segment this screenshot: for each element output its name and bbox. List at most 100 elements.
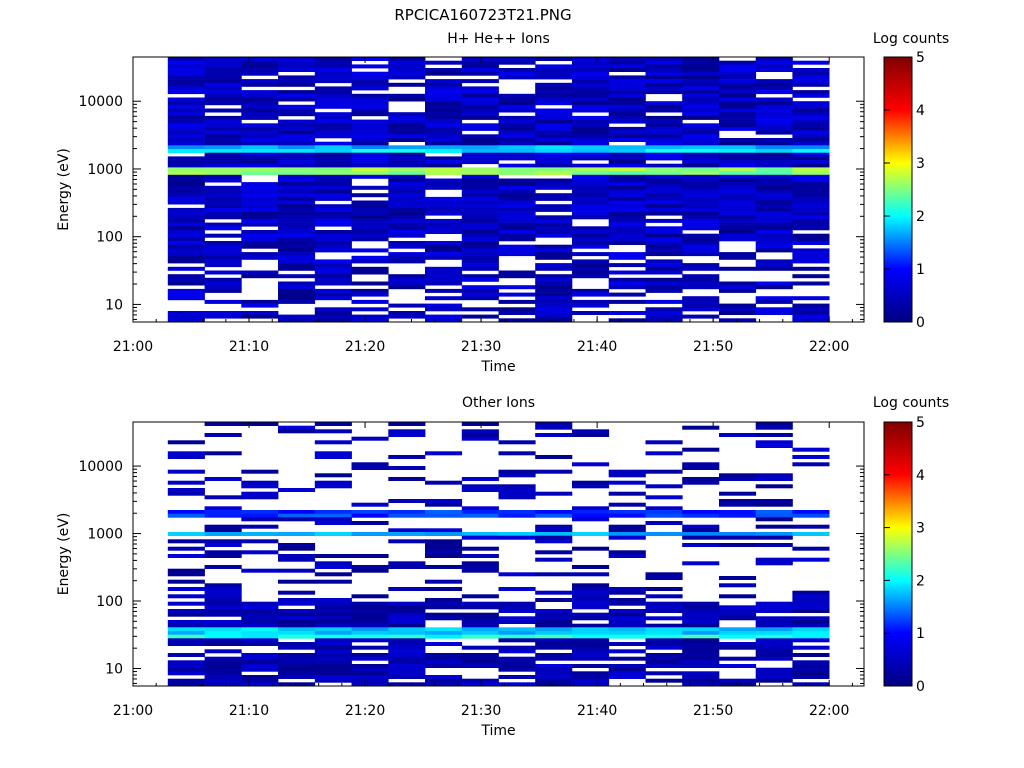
heatmap-cell	[204, 123, 242, 128]
heatmap-cell	[425, 90, 463, 95]
heatmap-cell	[535, 156, 573, 161]
heatmap-cell	[792, 196, 830, 201]
heatmap-cell	[645, 281, 683, 286]
heatmap-cell	[645, 178, 683, 183]
heatmap-cell	[682, 248, 720, 253]
heatmap-cell	[535, 90, 573, 95]
heatmap-cell	[498, 207, 536, 212]
heatmap-cell	[388, 123, 426, 128]
heatmap-cell	[792, 108, 830, 113]
heatmap-cell	[167, 513, 205, 518]
heatmap-cell	[645, 230, 683, 234]
heatmap-cell	[278, 200, 316, 205]
heatmap-cell	[314, 196, 352, 201]
heatmap-cell	[755, 215, 793, 220]
heatmap-cell	[645, 288, 683, 293]
heatmap-cell	[461, 263, 499, 268]
heatmap-cell	[498, 182, 536, 187]
heatmap-cell	[572, 311, 610, 315]
heatmap-cell	[535, 138, 573, 142]
heatmap-cell	[535, 222, 573, 227]
heatmap-cell	[388, 138, 426, 142]
heatmap-cell	[314, 145, 352, 150]
heatmap-cell	[719, 491, 757, 496]
heatmap-cell	[682, 281, 720, 286]
heatmap-cell	[682, 171, 720, 176]
heatmap-cell	[167, 82, 205, 87]
heatmap-cell	[461, 664, 499, 668]
heatmap-cell	[535, 539, 573, 544]
heatmap-cell	[278, 612, 316, 617]
heatmap-cell	[535, 93, 573, 98]
heatmap-cell	[608, 163, 646, 168]
heatmap-cell	[572, 616, 610, 621]
heatmap-cell	[682, 167, 720, 172]
heatmap-cell	[645, 638, 683, 643]
heatmap-cell	[314, 263, 352, 268]
heatmap-cell	[351, 119, 389, 124]
heatmap-cell	[167, 627, 205, 632]
heatmap-cell	[535, 126, 573, 131]
heatmap-cell	[535, 130, 573, 135]
heatmap-cell	[498, 68, 536, 72]
heatmap-cell	[535, 510, 573, 514]
heatmap-cell	[241, 667, 279, 672]
heatmap-cell	[278, 130, 316, 135]
heatmap-cell	[792, 101, 830, 106]
heatmap-cell	[572, 75, 610, 80]
heatmap-cell	[461, 79, 499, 84]
heatmap-cell	[682, 185, 720, 190]
heatmap-cell	[608, 513, 646, 518]
heatmap-cell	[535, 572, 573, 577]
heatmap-cell	[425, 244, 463, 249]
heatmap-cell	[535, 145, 573, 150]
heatmap-cell	[572, 119, 610, 124]
heatmap-cell	[425, 598, 463, 602]
heatmap-cell	[535, 71, 573, 76]
heatmap-cell	[682, 138, 720, 142]
heatmap-cell	[241, 631, 279, 635]
heatmap-cell	[167, 546, 205, 551]
heatmap-cell	[425, 554, 463, 558]
heatmap-cell	[792, 601, 830, 606]
heatmap-cell	[572, 587, 610, 591]
heatmap-cell	[278, 123, 316, 128]
heatmap-cell	[204, 612, 242, 617]
heatmap-cell	[388, 664, 426, 668]
heatmap-cell	[461, 513, 499, 518]
heatmap-cell	[535, 171, 573, 176]
heatmap-cell	[755, 281, 793, 286]
heatmap-cell	[461, 115, 499, 120]
heatmap-cell	[425, 108, 463, 113]
heatmap-cell	[498, 226, 536, 231]
heatmap-cell	[204, 433, 242, 437]
heatmap-cell	[167, 671, 205, 676]
heatmap-cell	[278, 185, 316, 190]
heatmap-cell	[167, 587, 205, 591]
heatmap-cell	[461, 233, 499, 238]
heatmap-cell	[682, 477, 720, 481]
heatmap-cell	[351, 466, 389, 470]
heatmap-cell	[314, 627, 352, 632]
heatmap-cell	[535, 616, 573, 621]
heatmap-cell	[719, 237, 757, 242]
heatmap-cell	[314, 440, 352, 445]
heatmap-cell	[572, 299, 610, 304]
heatmap-cell	[204, 215, 242, 220]
heatmap-cell	[572, 141, 610, 146]
heatmap-cell	[498, 620, 536, 624]
heatmap-cell	[682, 634, 720, 639]
heatmap-cell	[461, 174, 499, 179]
heatmap-cell	[388, 75, 426, 80]
heatmap-cell	[314, 189, 352, 194]
heatmap-cell	[167, 115, 205, 120]
heatmap-cell	[498, 171, 536, 176]
heatmap-cell	[682, 510, 720, 514]
heatmap-cell	[572, 270, 610, 275]
heatmap-cell	[278, 134, 316, 139]
heatmap-cell	[204, 667, 242, 672]
heatmap-cell	[645, 126, 683, 131]
heatmap-cell	[792, 79, 830, 84]
heatmap-cell	[167, 241, 205, 245]
heatmap-cell	[351, 79, 389, 84]
